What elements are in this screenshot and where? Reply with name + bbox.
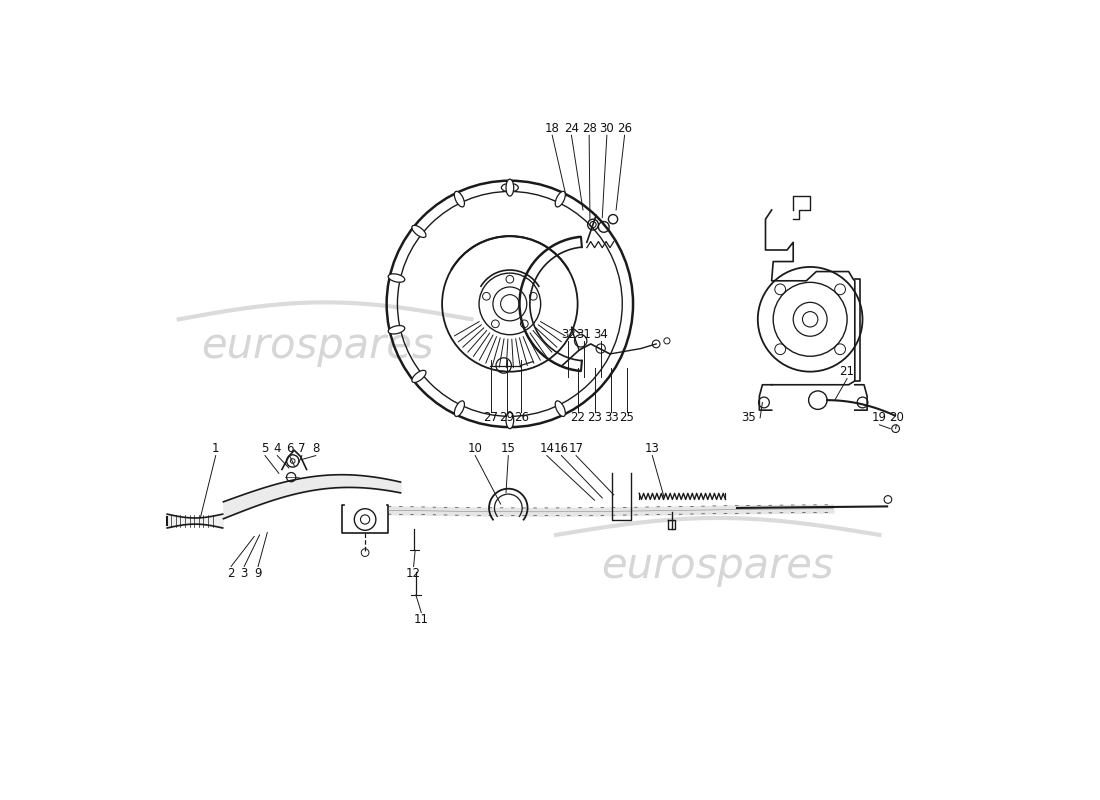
Text: 1: 1 [212, 442, 220, 455]
Text: 17: 17 [569, 442, 584, 455]
Ellipse shape [556, 401, 565, 417]
Text: 18: 18 [544, 122, 560, 135]
Text: 21: 21 [839, 365, 855, 378]
Text: 19: 19 [872, 411, 887, 424]
Text: 15: 15 [500, 442, 516, 455]
Text: 26: 26 [617, 122, 632, 135]
Text: 6: 6 [286, 442, 294, 455]
Text: 34: 34 [593, 328, 608, 341]
Text: 5: 5 [262, 442, 268, 455]
Text: 35: 35 [741, 411, 756, 424]
Ellipse shape [556, 191, 565, 207]
Ellipse shape [388, 274, 405, 282]
Text: 7: 7 [298, 442, 306, 455]
Ellipse shape [411, 226, 426, 238]
Text: 9: 9 [254, 567, 262, 580]
Text: 12: 12 [406, 567, 421, 580]
Text: 13: 13 [645, 442, 660, 455]
Text: 27: 27 [483, 411, 498, 424]
Text: 2: 2 [228, 567, 235, 580]
Text: eurospares: eurospares [201, 326, 433, 367]
Text: 10: 10 [468, 442, 483, 455]
Ellipse shape [411, 370, 426, 382]
Text: 20: 20 [889, 411, 904, 424]
Text: 28: 28 [582, 122, 596, 135]
Text: 30: 30 [600, 122, 614, 135]
Ellipse shape [454, 191, 464, 207]
Text: 23: 23 [587, 411, 602, 424]
Text: 31: 31 [576, 328, 591, 341]
Ellipse shape [506, 179, 514, 196]
Text: 8: 8 [312, 442, 319, 455]
Text: 4: 4 [274, 442, 282, 455]
Text: 33: 33 [604, 411, 619, 424]
Ellipse shape [454, 401, 464, 417]
Text: 14: 14 [539, 442, 554, 455]
Text: 22: 22 [570, 411, 585, 424]
Text: 26: 26 [514, 411, 529, 424]
Text: 16: 16 [554, 442, 569, 455]
Text: 29: 29 [499, 411, 515, 424]
Text: 3: 3 [241, 567, 248, 580]
Text: 11: 11 [414, 613, 429, 626]
Text: eurospares: eurospares [602, 545, 834, 586]
Ellipse shape [506, 412, 514, 429]
Text: 32: 32 [561, 328, 575, 341]
Ellipse shape [388, 326, 405, 334]
Text: 24: 24 [564, 122, 579, 135]
Ellipse shape [502, 183, 518, 192]
Text: 25: 25 [619, 411, 635, 424]
